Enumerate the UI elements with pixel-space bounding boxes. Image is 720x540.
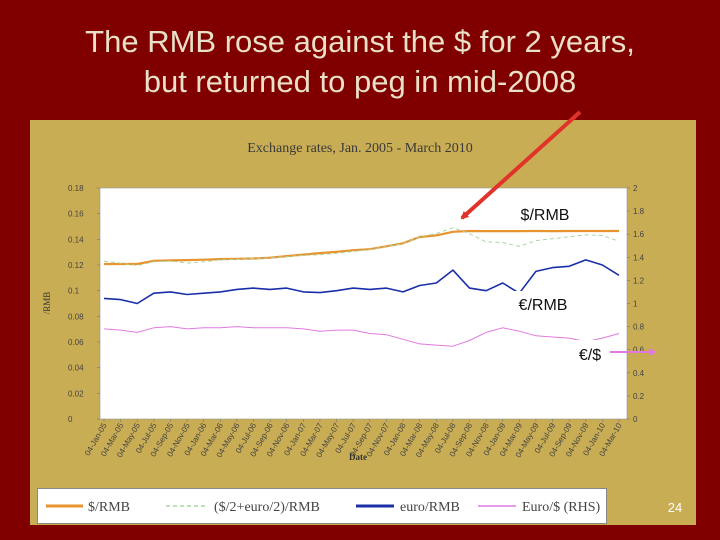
eur-rmb-line bbox=[103, 259, 620, 305]
y-axis-label: /RMB bbox=[42, 292, 52, 315]
legend-label-eur-rmb: euro/RMB bbox=[400, 500, 460, 515]
slide-title-line-1: The RMB rose against the $ for 2 years, bbox=[85, 24, 635, 59]
legend: $/RMB ($/2+euro/2)/RMB euro/RMB Euro/$ (… bbox=[37, 488, 607, 524]
basket-line bbox=[103, 227, 620, 267]
usd-rmb-annotation-label: $/RMB bbox=[521, 207, 570, 224]
eur-rmb-annotation: €/RMB bbox=[503, 291, 583, 317]
right-axis: 0 0.2 0.4 0.6 0.8 1 1.2 1.4 1.6 1.8 2 bbox=[627, 184, 645, 424]
series-layer bbox=[103, 227, 620, 347]
eur-rmb-annotation-label: €/RMB bbox=[519, 297, 568, 314]
left-tick-label: 0.06 bbox=[68, 338, 84, 347]
left-axis: 0 0.02 0.04 0.06 0.08 0.1 0.12 0.14 0.16 0.18 bbox=[68, 184, 100, 424]
eur-usd-annotation-label: €/$ bbox=[579, 347, 601, 364]
eur-rmb-annotation-box bbox=[503, 291, 583, 317]
eur-usd-line bbox=[103, 326, 620, 347]
left-tick-label: 0.04 bbox=[68, 364, 84, 373]
right-tick-label: 1.6 bbox=[633, 230, 645, 239]
left-tick-label: 0.08 bbox=[68, 312, 84, 321]
slide-number: 24 bbox=[667, 500, 683, 515]
right-tick-label: 1 bbox=[633, 300, 638, 309]
right-tick-label: 0.6 bbox=[633, 346, 645, 355]
chart-title: Exchange rates, Jan. 2005 - March 2010 bbox=[247, 141, 472, 156]
eur-usd-annotation: €/$ bbox=[571, 340, 609, 368]
right-tick-label: 0 bbox=[633, 415, 638, 424]
x-axis-label: Date bbox=[349, 452, 367, 462]
usd-rmb-annotation: $/RMB bbox=[508, 201, 588, 227]
right-tick-label: 0.4 bbox=[633, 369, 645, 378]
left-tick-label: 0.02 bbox=[68, 389, 84, 398]
left-tick-label: 0.12 bbox=[68, 261, 84, 270]
legend-label-basket: ($/2+euro/2)/RMB bbox=[214, 500, 320, 515]
right-tick-label: 1.2 bbox=[633, 276, 645, 285]
legend-label-eur-usd: Euro/$ (RHS) bbox=[522, 500, 601, 515]
pointer-arrow bbox=[460, 110, 582, 220]
left-tick-label: 0.18 bbox=[68, 184, 84, 193]
usd-rmb-line bbox=[104, 229, 619, 266]
slide-title: The RMB rose against the $ for 2 years, … bbox=[0, 22, 720, 102]
right-tick-label: 0.2 bbox=[633, 392, 645, 401]
left-tick-label: 0.14 bbox=[68, 235, 84, 244]
right-tick-label: 0.8 bbox=[633, 323, 645, 332]
left-tick-label: 0.1 bbox=[68, 287, 80, 296]
right-tick-label: 2 bbox=[633, 184, 638, 193]
left-tick-label: 0 bbox=[68, 415, 73, 424]
usd-rmb-annotation-box bbox=[508, 201, 588, 227]
eur-usd-annotation-box bbox=[571, 340, 609, 368]
right-tick-label: 1.4 bbox=[633, 253, 645, 262]
legend-label-usd-rmb: $/RMB bbox=[88, 500, 130, 515]
left-tick-label: 0.16 bbox=[68, 210, 84, 219]
slide-title-line-2: but returned to peg in mid-2008 bbox=[143, 64, 577, 99]
right-tick-label: 1.8 bbox=[633, 207, 645, 216]
